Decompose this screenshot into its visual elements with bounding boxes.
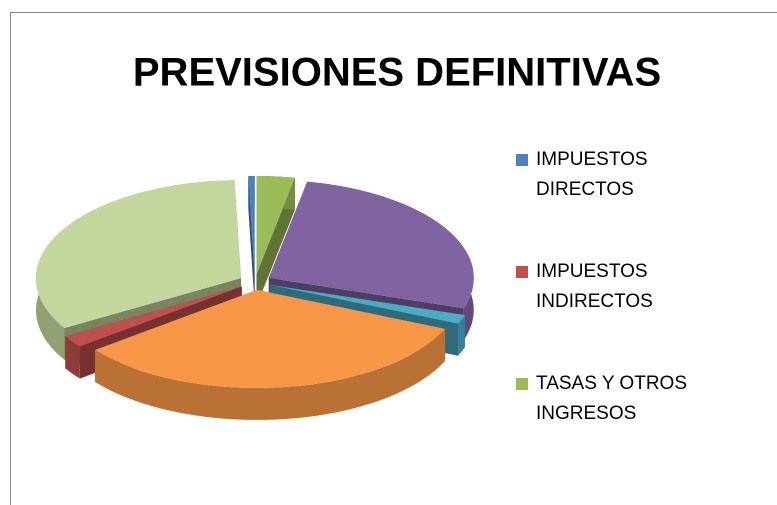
slice [248,176,255,275]
slice-wall [248,176,255,306]
legend-entry: TASAS Y OTROS INGRESOS [516,369,718,429]
legend-swatch [516,266,528,278]
chart-title: PREVISIONES DEFINITIVAS [133,51,661,95]
legend-swatch [516,154,528,166]
slice-side [95,328,446,420]
slice-side [458,315,465,356]
slice [35,180,241,329]
slice [65,286,242,347]
legend-entry: IMPUESTOS INDIRECTOS [516,257,718,317]
legend-label: TASAS Y OTROS INGRESOS [536,373,687,424]
slice [95,289,446,388]
legend-entry: IMPUESTOS DIRECTOS [516,145,718,205]
legend-swatch [516,378,528,390]
legend-label: IMPUESTOS INDIRECTOS [536,261,653,312]
slice-tops [35,176,474,388]
slice-side [65,336,80,379]
slice-wall [256,177,295,306]
slice [268,181,474,309]
slice [269,284,465,324]
legend-label: IMPUESTOS DIRECTOS [536,149,648,200]
slice [256,176,295,275]
